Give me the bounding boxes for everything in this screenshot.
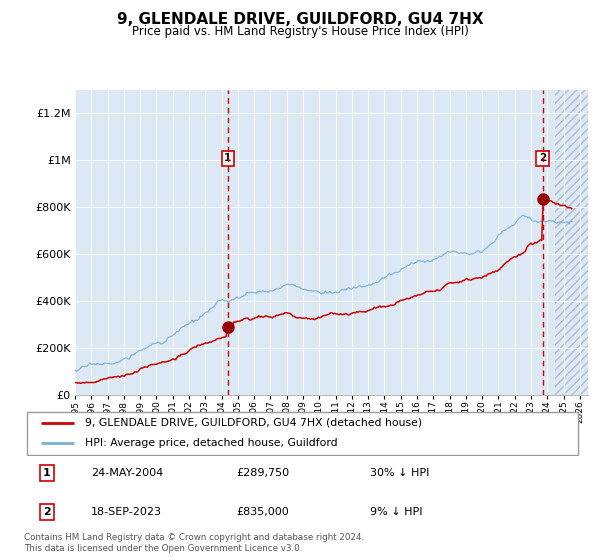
- Text: £289,750: £289,750: [236, 468, 289, 478]
- Text: 9, GLENDALE DRIVE, GUILDFORD, GU4 7HX (detached house): 9, GLENDALE DRIVE, GUILDFORD, GU4 7HX (d…: [85, 418, 422, 428]
- Text: HPI: Average price, detached house, Guildford: HPI: Average price, detached house, Guil…: [85, 438, 338, 449]
- Text: 1: 1: [43, 468, 51, 478]
- Text: 18-SEP-2023: 18-SEP-2023: [91, 507, 162, 517]
- Text: £835,000: £835,000: [236, 507, 289, 517]
- Text: 24-MAY-2004: 24-MAY-2004: [91, 468, 163, 478]
- Text: Price paid vs. HM Land Registry's House Price Index (HPI): Price paid vs. HM Land Registry's House …: [131, 25, 469, 38]
- Text: 9, GLENDALE DRIVE, GUILDFORD, GU4 7HX: 9, GLENDALE DRIVE, GUILDFORD, GU4 7HX: [116, 12, 484, 27]
- Text: 2: 2: [539, 153, 546, 164]
- Text: Contains HM Land Registry data © Crown copyright and database right 2024.
This d: Contains HM Land Registry data © Crown c…: [24, 533, 364, 553]
- Text: 2: 2: [43, 507, 51, 517]
- FancyBboxPatch shape: [27, 412, 578, 455]
- Text: 1: 1: [224, 153, 232, 164]
- Bar: [556, 90, 600, 395]
- Text: 30% ↓ HPI: 30% ↓ HPI: [370, 468, 430, 478]
- Bar: [556, 90, 600, 395]
- Text: 9% ↓ HPI: 9% ↓ HPI: [370, 507, 422, 517]
